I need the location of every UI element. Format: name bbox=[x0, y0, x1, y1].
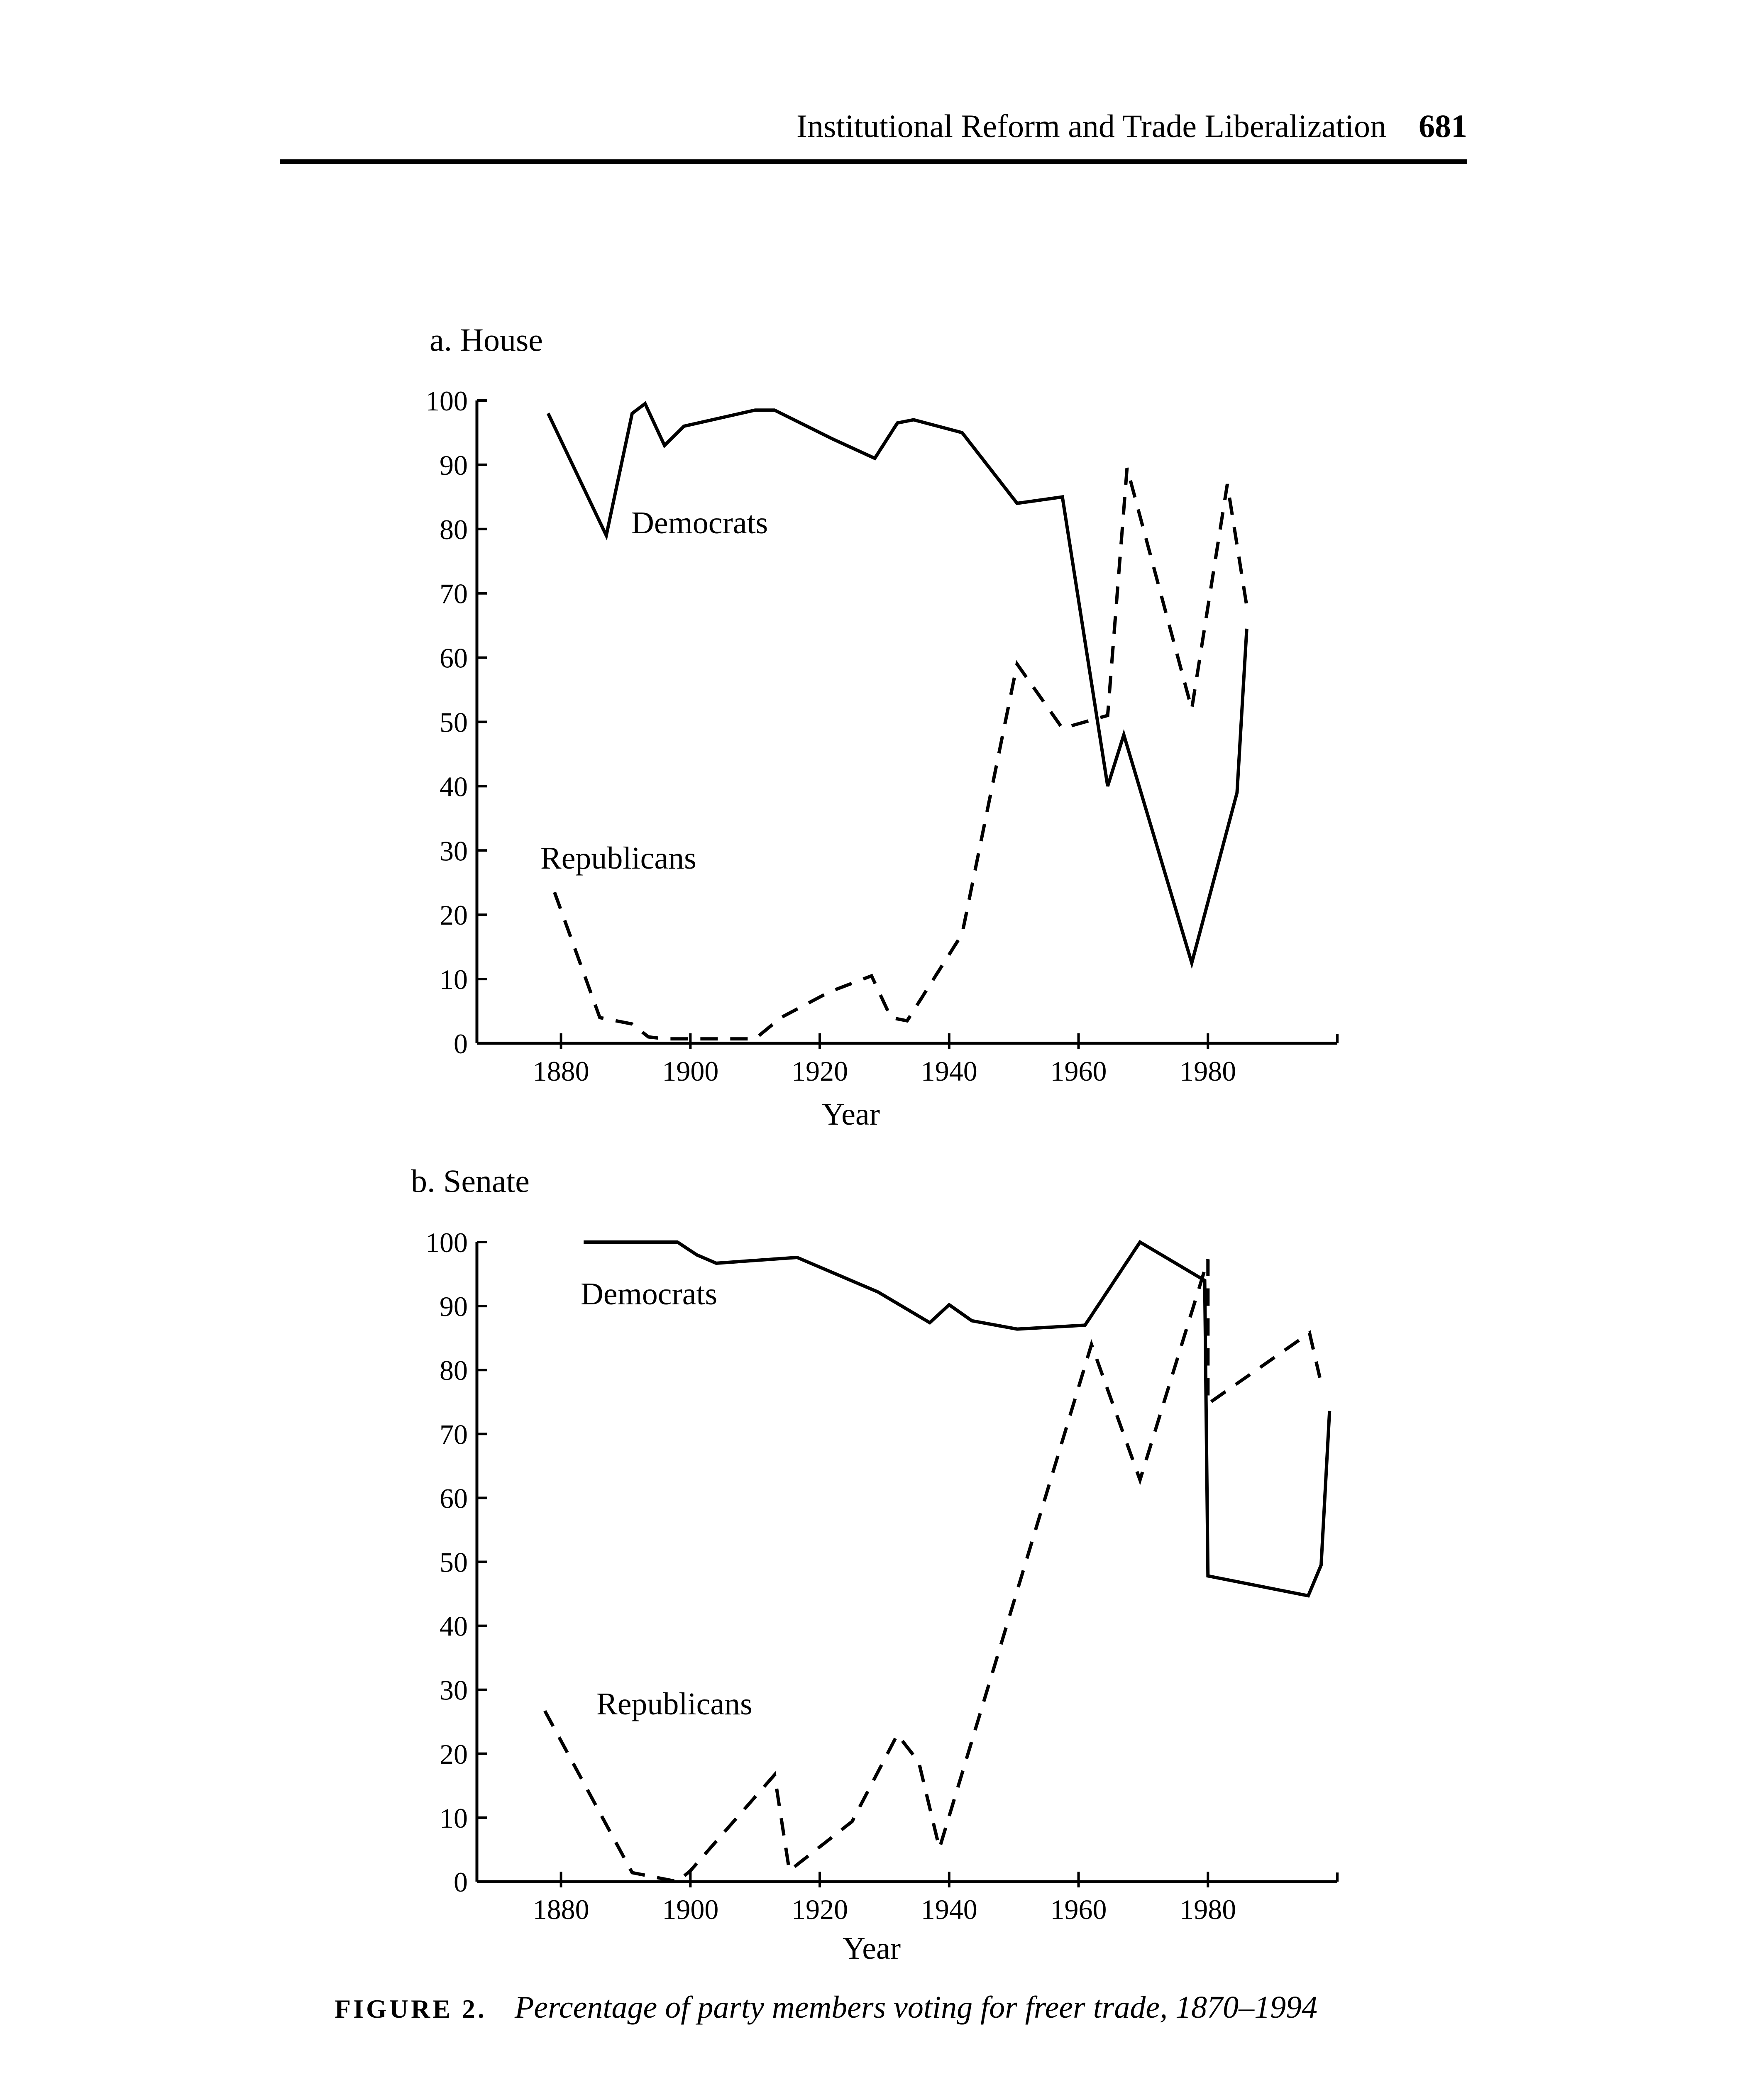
figure-label: FIGURE 2. bbox=[335, 1994, 487, 2024]
x-tick-label: 1940 bbox=[921, 1055, 977, 1087]
page-number: 681 bbox=[1419, 108, 1467, 144]
y-tick-label: 0 bbox=[454, 1028, 468, 1059]
series-label-democrats: Democrats bbox=[581, 1277, 717, 1311]
header-rule bbox=[280, 159, 1467, 164]
series-label-republicans: Republicans bbox=[540, 841, 696, 876]
y-tick-label: 40 bbox=[440, 1611, 468, 1642]
y-tick-label: 40 bbox=[440, 771, 468, 802]
x-tick-label: 1960 bbox=[1051, 1055, 1107, 1087]
running-title: Institutional Reform and Trade Liberaliz… bbox=[796, 108, 1386, 144]
y-tick-label: 70 bbox=[440, 578, 468, 610]
series-label-republicans: Republicans bbox=[596, 1687, 753, 1721]
house-chart: a. House Year Democrats Republicans 0 10 2… bbox=[425, 322, 1339, 1132]
y-tick-label: 80 bbox=[440, 1355, 468, 1386]
y-tick-label: 10 bbox=[440, 1802, 468, 1834]
x-tick-label: 1900 bbox=[662, 1055, 718, 1087]
x-axis-label: Year bbox=[843, 1931, 901, 1966]
y-tick-label: 50 bbox=[440, 707, 468, 738]
series-line-democrats bbox=[546, 401, 1248, 969]
y-tick-label: 70 bbox=[440, 1418, 468, 1450]
y-tick-label: 0 bbox=[454, 1866, 468, 1898]
chart-title: a. House bbox=[430, 322, 543, 358]
series-line-republicans bbox=[553, 467, 1248, 1041]
y-tick-label: 10 bbox=[440, 964, 468, 995]
y-tick-label: 30 bbox=[440, 1675, 468, 1706]
y-tick-label: 50 bbox=[440, 1547, 468, 1578]
figure-caption: Percentage of party members voting for f… bbox=[514, 1990, 1317, 2025]
series-line-republicans bbox=[543, 1259, 1322, 1884]
x-tick-label: 1900 bbox=[662, 1894, 718, 1925]
y-tick-label: 90 bbox=[440, 449, 468, 481]
y-tick-label: 20 bbox=[440, 1738, 468, 1770]
y-tick-label: 90 bbox=[440, 1291, 468, 1322]
x-tick-label: 1960 bbox=[1051, 1894, 1107, 1925]
x-tick-label: 1880 bbox=[533, 1894, 589, 1925]
x-tick-label: 1980 bbox=[1180, 1055, 1236, 1087]
y-tick-label: 20 bbox=[440, 899, 468, 931]
x-tick-label: 1940 bbox=[921, 1894, 977, 1925]
y-tick-label: 100 bbox=[425, 1227, 468, 1258]
x-tick-label: 1920 bbox=[792, 1055, 848, 1087]
y-tick-label: 60 bbox=[440, 1482, 468, 1514]
series-line-democrats bbox=[584, 1240, 1332, 1598]
y-tick-label: 60 bbox=[440, 642, 468, 674]
chart-title: b. Senate bbox=[411, 1163, 530, 1199]
y-tick-label: 30 bbox=[440, 835, 468, 867]
series-label-democrats: Democrats bbox=[631, 505, 768, 540]
senate-chart: b. Senate Year Democrats Republicans 0 10… bbox=[411, 1163, 1339, 1966]
x-axis-label: Year bbox=[822, 1097, 880, 1132]
x-tick-label: 1880 bbox=[533, 1055, 589, 1087]
y-tick-label: 100 bbox=[425, 385, 468, 417]
x-tick-label: 1920 bbox=[792, 1894, 848, 1925]
y-tick-label: 80 bbox=[440, 514, 468, 545]
x-tick-label: 1980 bbox=[1180, 1894, 1236, 1925]
